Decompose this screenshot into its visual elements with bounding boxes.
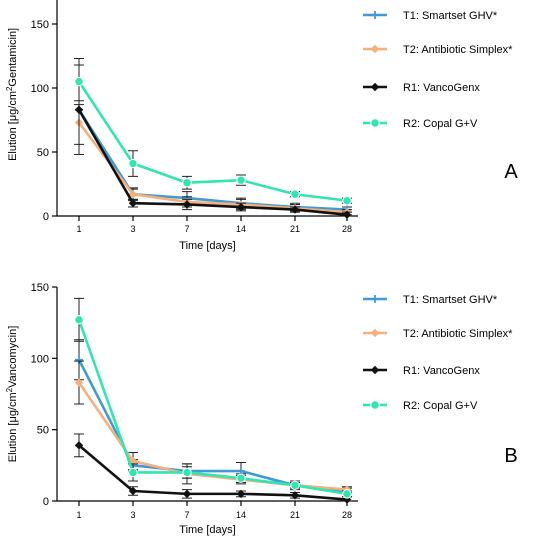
- panel-a-legend-item-4-marker: [370, 118, 380, 128]
- panel-a-legend-item-4-label: R2: Copal G+V: [403, 118, 478, 130]
- panel-a-series-4-point: [182, 178, 192, 188]
- panel-a-series-3-point: [236, 202, 246, 212]
- panel-a-series-4-line: [77, 80, 348, 202]
- panel-a-chart: 0 50 100 150 1 3 7 14 21 28 Time [days] Elution [μg…: [5, 0, 518, 252]
- panel-a-legend-item-3-label: R1: VancoGenx: [403, 82, 480, 94]
- panel-b-y-axis-label: Elution [μg/cm2Vancomycin]: [5, 326, 19, 463]
- panel-b-series-3: [74, 433, 352, 504]
- panel-a-y-axis-label: Elution [μg/cm2Gentamicin]: [5, 28, 19, 161]
- panel-b-legend-item-4-marker: [370, 400, 380, 410]
- panel-a-y-tick-label: 150: [31, 19, 49, 31]
- panel-a-series-2-point: [128, 190, 138, 199]
- panel-b-series-3-point: [128, 486, 138, 496]
- panel-a-y-axis-label-main: Elution [μg/cm: [7, 91, 19, 161]
- panel-a-y-tick-label: 0: [43, 211, 49, 223]
- panel-a-x-tick-label: 1: [76, 224, 81, 234]
- panel-a-series-4-point: [290, 189, 300, 199]
- panel-a-series-3-line: [77, 109, 348, 217]
- panel-b-series-2-point: [74, 378, 84, 387]
- panel-a-series-4-point: [236, 175, 246, 185]
- panel-b-chart: 0 50 100 150 1 3 7 14 21 28 Time [days] Elution [μg…: [5, 282, 518, 536]
- panel-a-series-4-point: [74, 76, 84, 87]
- panel-b-y-tick-label: 100: [31, 353, 49, 365]
- panel-b-series-4-point: [74, 315, 84, 325]
- panel-a-x-tick-label: 14: [236, 224, 246, 234]
- panel-b-y-axis-label-unit: Vancomycin]: [7, 326, 19, 388]
- panel-b-x-tick-label: 14: [236, 510, 246, 520]
- panel-a-y-tick-label: 100: [31, 83, 49, 95]
- panel-a-series-4-point: [128, 158, 138, 169]
- panel-b-x-axis-label: Time [days]: [179, 524, 235, 536]
- panel-b-series-1-line: [77, 359, 348, 493]
- panel-a-y-tick-label: 50: [37, 147, 49, 159]
- panel-b-legend-item-1-label: T1: Smartset GHV*: [403, 294, 498, 306]
- panel-b-series-3-point: [290, 491, 300, 500]
- panel-b-x-tick-label: 28: [342, 510, 352, 520]
- panel-a-legend-item-3-marker: [370, 82, 380, 92]
- panel-a-legend-item-1-label: T1: Smartset GHV*: [403, 10, 498, 22]
- panel-a-legend-item-2-label: T2: Antibiotic Simplex*: [403, 44, 513, 56]
- panel-b-series-4-line: [77, 319, 348, 496]
- panel-a-series-3: [74, 64, 352, 219]
- panel-b-series-1: [74, 339, 352, 496]
- panel-b-y-axis-label-main: Elution [μg/cm: [7, 392, 19, 462]
- panel-a-series-3-point: [290, 205, 300, 214]
- panel-a-series-4-point: [342, 195, 352, 206]
- panel-b-legend-item-1-marker: [371, 295, 379, 303]
- panel-b-legend-item-2-marker: [370, 328, 380, 338]
- panel-b-y-axis-label-sup: 2: [5, 387, 14, 392]
- panel-a-x-tick-label: 3: [130, 224, 135, 234]
- panel-b-legend-item-4-label: R2: Copal G+V: [403, 400, 478, 412]
- panel-a-panel-label: A: [504, 161, 518, 183]
- panel-b-legend-item-3-marker: [370, 365, 380, 375]
- panel-b-series-4-point: [128, 467, 138, 478]
- panel-a-series-3-point: [342, 210, 352, 219]
- panel-b-y-tick-label: 150: [31, 282, 49, 294]
- panel-a-x-axis-label: Time [days]: [179, 240, 235, 252]
- panel-b-series-3-point: [236, 489, 246, 499]
- panel-b-series-4-point: [236, 473, 246, 483]
- panel-a-legend: T1: Smartset GHV* T2: Antibiotic Simplex*…: [363, 10, 513, 130]
- panel-b-x-tick-label: 7: [184, 510, 189, 520]
- panel-a-y-axis-label-sup: 2: [5, 86, 14, 91]
- panel-a-series-3-point: [128, 199, 138, 208]
- panel-a-series-3-point: [182, 200, 192, 209]
- panel-b-series-2: [74, 360, 352, 494]
- panel-a-series-3-point: [74, 105, 84, 114]
- panel-b-y-tick-label: 0: [43, 496, 49, 508]
- panel-b-series-3-line: [78, 444, 348, 501]
- panel-a-series-2-line: [77, 121, 348, 214]
- panel-b-series-4-point: [342, 489, 352, 499]
- panel-b-series-3-point: [182, 489, 192, 499]
- panel-a-series-2: [74, 100, 352, 217]
- panel-b-series-3-point: [74, 441, 84, 450]
- panel-b-x-tick-label: 1: [76, 510, 81, 520]
- panel-b-panel-label: B: [504, 445, 517, 467]
- panel-b-series-4: [74, 297, 352, 499]
- panel-b-x-tick-label: 3: [130, 510, 135, 520]
- panel-b-y-tick-label: 50: [37, 425, 49, 437]
- panel-b-series-4-point: [290, 480, 300, 491]
- panel-b-series-4-point: [182, 467, 192, 478]
- panel-a-y-axis-label-unit: Gentamicin]: [7, 28, 19, 87]
- panel-b-x-tick-label: 21: [290, 510, 300, 520]
- panel-a-x-tick-label: 7: [184, 224, 189, 234]
- panel-b-legend-item-2-label: T2: Antibiotic Simplex*: [403, 328, 513, 340]
- panel-b-legend: T1: Smartset GHV* T2: Antibiotic Simplex*…: [363, 294, 513, 412]
- panel-b-legend-item-3-label: R1: VancoGenx: [403, 365, 480, 377]
- panel-a-series-4: [74, 58, 352, 206]
- panel-a-x-tick-label: 21: [290, 224, 300, 234]
- panel-a-legend-item-2-marker: [370, 44, 380, 54]
- panel-a-legend-item-1-marker: [371, 11, 379, 19]
- panel-a-x-tick-label: 28: [342, 224, 352, 234]
